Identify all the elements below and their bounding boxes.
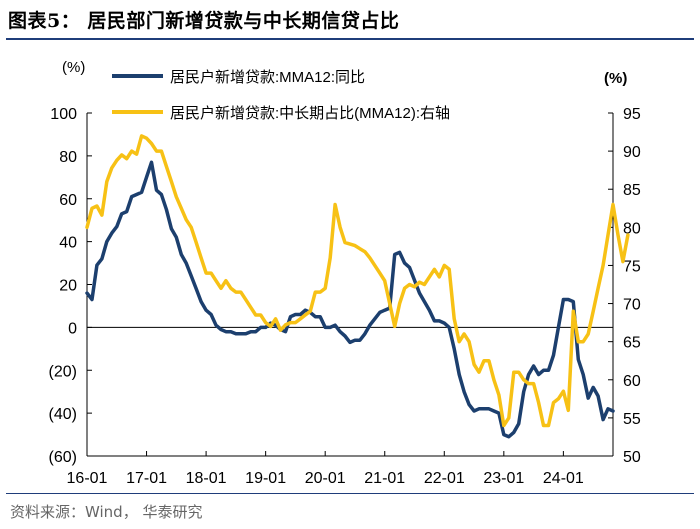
left-tick-label: 40 xyxy=(59,235,77,252)
title-rule xyxy=(6,38,694,40)
right-axis-unit: (%) xyxy=(604,70,627,87)
x-tick-label: 23-01 xyxy=(483,470,524,487)
left-tick-label: (60) xyxy=(49,449,77,466)
left-axis-unit: (%) xyxy=(62,59,85,76)
right-tick-label: 80 xyxy=(623,220,641,237)
series-line-loans-yoy xyxy=(85,160,615,439)
legend: 居民户新增贷款:MMA12:同比 居民户新增贷款:中长期占比(MMA12):右轴 xyxy=(112,69,450,122)
x-tick-label: 19-01 xyxy=(245,470,286,487)
right-tick-label: 65 xyxy=(623,335,641,352)
series-layer xyxy=(85,134,630,439)
left-tick-label: 80 xyxy=(59,149,77,166)
x-tick-label: 21-01 xyxy=(364,470,405,487)
page-title: 图表5： 居民部门新增贷款与中长期信贷占比 xyxy=(8,10,400,32)
legend-label-share: 居民户新增贷款:中长期占比(MMA12):右轴 xyxy=(170,105,450,122)
right-tick-label: 90 xyxy=(623,144,641,161)
right-tick-label: 75 xyxy=(623,258,641,275)
left-tick-label: 0 xyxy=(68,320,77,337)
x-tick-label: 20-01 xyxy=(305,470,346,487)
left-tick-label: (40) xyxy=(49,406,77,423)
x-tick-label: 17-01 xyxy=(126,470,167,487)
left-tick-label: 20 xyxy=(59,278,77,295)
left-tick-label: 100 xyxy=(50,106,77,123)
right-tick-label: 85 xyxy=(623,182,641,199)
left-tick-label: (20) xyxy=(49,363,77,380)
left-tick-label: 60 xyxy=(59,192,77,209)
right-tick-label: 70 xyxy=(623,297,641,314)
series-line-midlong-share xyxy=(85,134,630,428)
right-tick-label: 55 xyxy=(623,411,641,428)
x-tick-label: 16-01 xyxy=(67,470,108,487)
axes: 100 80 60 40 20 0 (20) (40) (60) 95 90 85 80 75 70 65 60… xyxy=(49,106,641,487)
x-tick-label: 22-01 xyxy=(424,470,465,487)
right-tick-label: 95 xyxy=(623,106,641,123)
right-tick-label: 50 xyxy=(623,449,641,466)
x-tick-label: 18-01 xyxy=(186,470,227,487)
footer-rule xyxy=(6,493,694,494)
right-tick-label: 60 xyxy=(623,373,641,390)
source-note: 资料来源：Wind， 华泰研究 xyxy=(10,503,203,521)
legend-label-loans: 居民户新增贷款:MMA12:同比 xyxy=(170,69,365,86)
x-tick-label: 24-01 xyxy=(543,470,584,487)
